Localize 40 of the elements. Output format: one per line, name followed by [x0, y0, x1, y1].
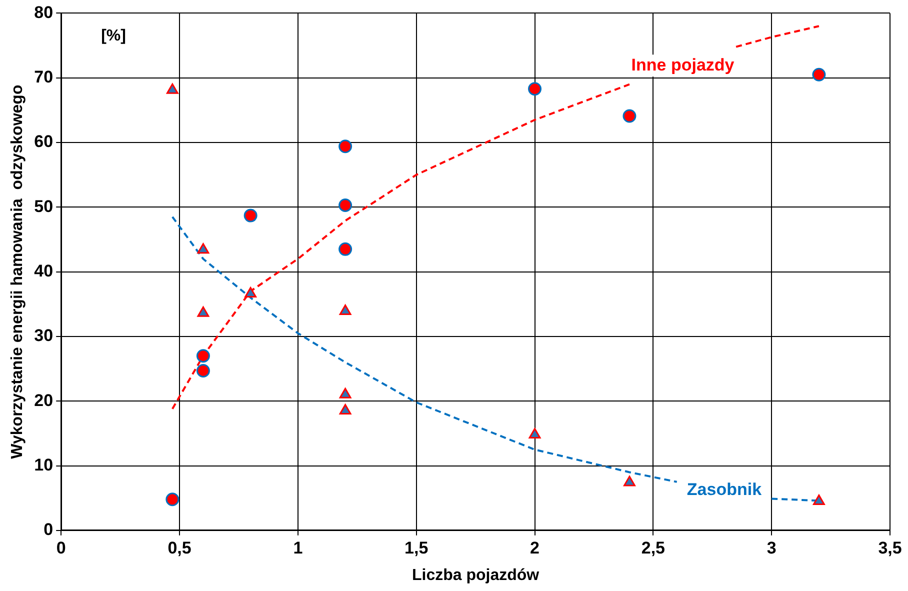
- y-tick-label: 70: [34, 68, 54, 87]
- y-tick-label: 10: [34, 455, 54, 474]
- point: [339, 304, 352, 315]
- x-tick-label: 0: [56, 538, 66, 558]
- point: [196, 364, 210, 378]
- point: [813, 494, 825, 506]
- y-tick-label: 80: [34, 2, 54, 22]
- point: [339, 388, 352, 398]
- x-tick-label: 1,5: [404, 538, 428, 558]
- point: [338, 198, 352, 212]
- point: [338, 140, 352, 154]
- y-axis-title: Wykorzystanie energii hamowania odzyskowego: [9, 84, 26, 459]
- point: [339, 404, 352, 415]
- point: [244, 208, 258, 222]
- x-tick-label: 3: [766, 538, 776, 558]
- point: [812, 68, 826, 82]
- point: [528, 82, 542, 96]
- point: [622, 109, 636, 123]
- y-tick-label: 0: [44, 520, 54, 540]
- point: [197, 306, 210, 317]
- x-tick-label: 3,5: [878, 538, 902, 558]
- series-label: Inne pojazdy: [631, 55, 735, 74]
- x-tick-label: 2,5: [641, 538, 665, 558]
- x-tick-label: 2: [530, 538, 540, 558]
- x-axis-title: Liczba pojazdów: [412, 566, 540, 584]
- y-tick-label: 40: [34, 261, 54, 280]
- x-tick-label: 0,5: [168, 538, 192, 558]
- point: [244, 287, 257, 298]
- y-tick-label: 30: [34, 326, 54, 346]
- annotation: [%]: [101, 28, 126, 45]
- y-tick-label: 20: [34, 390, 54, 410]
- point: [624, 476, 636, 486]
- point: [196, 349, 210, 363]
- y-tick-label: 50: [34, 196, 54, 216]
- series-label: Zasobnik: [686, 480, 762, 500]
- y-tick-label: 60: [34, 132, 54, 152]
- point: [338, 242, 352, 256]
- point: [197, 243, 210, 254]
- point: [528, 428, 541, 438]
- x-tick-label: 1: [293, 538, 303, 558]
